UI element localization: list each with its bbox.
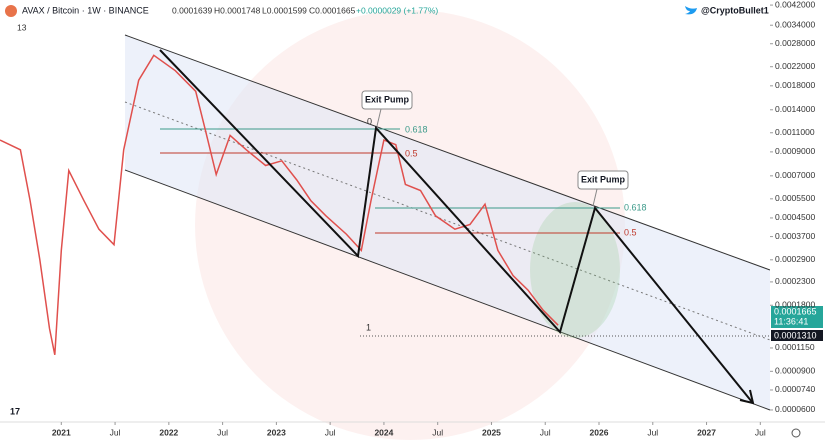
last-price-badge bbox=[771, 306, 823, 328]
low: L0.0001599 bbox=[262, 5, 307, 15]
y-tick-label: 0.0028000 bbox=[775, 38, 815, 48]
tv-logo: 17 bbox=[10, 406, 20, 416]
y-tick-label: 0.0014000 bbox=[775, 104, 815, 114]
channel-lower bbox=[124, 169, 771, 411]
indicator-count: 13 bbox=[17, 22, 27, 32]
y-tick-label: 0.0001800 bbox=[775, 300, 815, 310]
level-price: 0.0001310 bbox=[774, 330, 817, 340]
callout-pointer bbox=[592, 188, 598, 207]
y-tick-label: 0.0003700 bbox=[775, 231, 815, 241]
y-tick-label: 0.0000900 bbox=[775, 366, 815, 376]
y-tick-label: 0.0009000 bbox=[775, 146, 815, 156]
callout-box bbox=[361, 90, 413, 110]
x-tick-label: Jul bbox=[432, 427, 443, 437]
y-tick-label: 0.0005500 bbox=[775, 193, 815, 203]
open: 0.0001639 bbox=[172, 5, 212, 15]
close: C0.0001665 bbox=[309, 5, 356, 15]
x-tick-label: 2021 bbox=[52, 427, 71, 437]
y-tick-label: 0.0011000 bbox=[775, 127, 815, 137]
y-tick-label: 0.0002900 bbox=[775, 254, 815, 264]
settings-icon[interactable] bbox=[791, 428, 801, 438]
y-tick-label: 0.0007000 bbox=[775, 170, 815, 180]
x-tick-label: 2024 bbox=[374, 427, 393, 437]
x-tick-label: 2022 bbox=[159, 427, 178, 437]
x-tick-label: Jul bbox=[755, 427, 766, 437]
symbol-icon bbox=[5, 5, 17, 17]
x-tick-label: Jul bbox=[217, 427, 228, 437]
fib-label: 0.618 bbox=[624, 202, 647, 212]
symbol: AVAX / Bitcoin · 1W · BINANCE bbox=[22, 5, 149, 15]
x-tick-label: 2023 bbox=[267, 427, 286, 437]
fib-label: 0.5 bbox=[405, 148, 418, 158]
level-badge bbox=[771, 330, 823, 341]
x-tick-label: 2025 bbox=[482, 427, 501, 437]
change: +0.0000029 (+1.77%) bbox=[356, 5, 438, 15]
callout-text: Exit Pump bbox=[581, 174, 626, 184]
plot bbox=[0, 54, 559, 355]
arrows bbox=[159, 49, 755, 405]
x-tick-label: 2026 bbox=[590, 427, 609, 437]
price-line bbox=[0, 54, 559, 355]
callout-text: Exit Pump bbox=[365, 94, 410, 104]
x-tick-label: Jul bbox=[110, 427, 121, 437]
y-axis-panel bbox=[770, 0, 825, 422]
annotations: Exit Pump Exit Pump 0 0.618 0.5 0.618 0.5 1 bbox=[361, 90, 647, 332]
countdown: 11:36:41 bbox=[774, 316, 808, 326]
fib-label: 0.618 bbox=[405, 124, 428, 134]
y-tick-label: 0.0000600 bbox=[775, 404, 815, 414]
high: H0.0001748 bbox=[214, 5, 261, 15]
x-tick-label: Jul bbox=[540, 427, 551, 437]
y-tick-label: 0.0022000 bbox=[775, 61, 815, 71]
channel-upper bbox=[124, 34, 771, 271]
highlight bbox=[530, 202, 620, 338]
y-tick-label: 0.0002300 bbox=[775, 276, 815, 286]
callout-pointer bbox=[376, 108, 382, 127]
y-tick-label: 0.0018000 bbox=[775, 80, 815, 90]
y-tick-label: 0.0004500 bbox=[775, 212, 815, 222]
x-tick-label: Jul bbox=[325, 427, 336, 437]
fib-label: 0 bbox=[367, 116, 372, 126]
callout-box bbox=[577, 170, 629, 190]
y-tick-label: 0.0042000 bbox=[775, 0, 815, 9]
y-tick-label: 0.0034000 bbox=[775, 19, 815, 29]
author: @CryptoBullet1 bbox=[701, 5, 769, 15]
fib-label: 0.5 bbox=[624, 227, 637, 237]
last-price: 0.0001665 bbox=[774, 306, 817, 316]
y-tick-label: 0.0000740 bbox=[775, 384, 815, 394]
fib-label: 1 bbox=[366, 322, 371, 332]
twitter-icon bbox=[685, 6, 697, 15]
x-tick-label: 2027 bbox=[697, 427, 716, 437]
y-tick-label: 0.0001150 bbox=[775, 342, 815, 352]
x-tick-label: Jul bbox=[647, 427, 658, 437]
